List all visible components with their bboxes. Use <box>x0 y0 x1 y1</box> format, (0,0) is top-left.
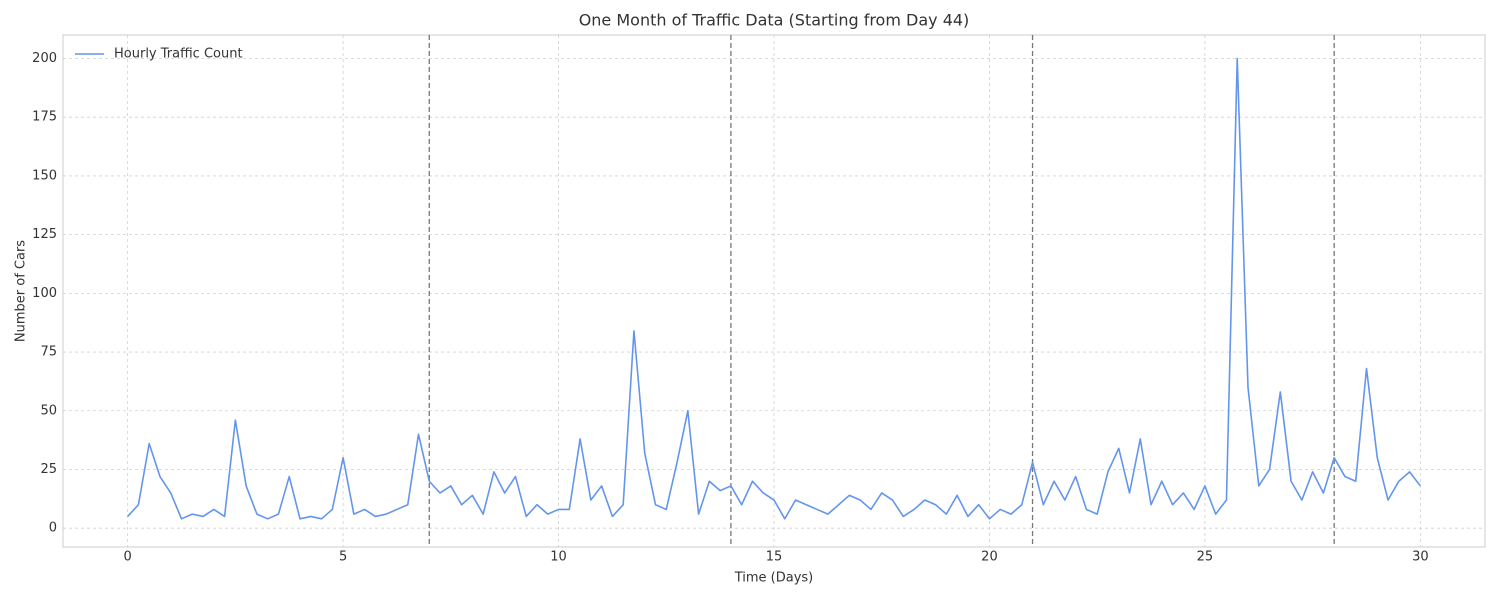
x-tick-label: 5 <box>339 550 347 565</box>
x-tick-label: 30 <box>1412 550 1429 565</box>
x-tick-label: 15 <box>766 550 783 565</box>
chart-title: One Month of Traffic Data (Starting from… <box>579 11 970 30</box>
x-axis-label: Time (Days) <box>734 571 814 586</box>
x-tick-label: 10 <box>550 550 567 565</box>
y-tick-label: 0 <box>49 521 57 536</box>
y-tick-label: 50 <box>40 403 57 418</box>
y-tick-label: 175 <box>32 110 57 125</box>
y-axis-label: Number of Cars <box>14 240 29 342</box>
y-tick-label: 125 <box>32 227 57 242</box>
y-tick-label: 200 <box>32 51 57 66</box>
y-tick-label: 100 <box>32 286 57 301</box>
plot-frame <box>62 34 1486 548</box>
x-tick-label: 0 <box>123 550 131 565</box>
y-tick-label: 150 <box>32 168 57 183</box>
y-tick-label: 25 <box>40 462 57 477</box>
data-line <box>127 57 1421 520</box>
x-tick-label: 25 <box>1197 550 1214 565</box>
legend-label: Hourly Traffic Count <box>114 47 243 62</box>
x-tick-label: 20 <box>981 550 998 565</box>
y-tick-label: 75 <box>40 345 57 360</box>
